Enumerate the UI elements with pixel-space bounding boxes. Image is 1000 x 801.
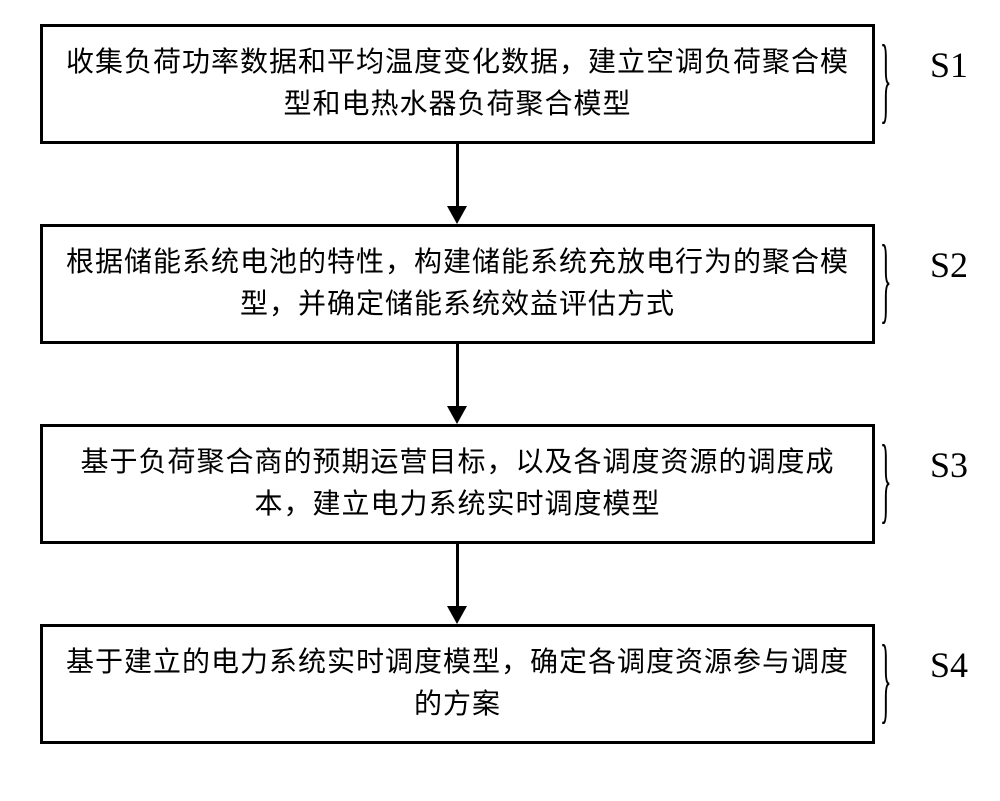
- step-label-s1: S1: [930, 44, 968, 86]
- step-box-s4: 基于建立的电力系统实时调度模型，确定各调度资源参与调度的方案: [40, 624, 875, 744]
- arrow-s3-s4: [456, 544, 459, 606]
- step-text-s1: 收集负荷功率数据和平均温度变化数据，建立空调负荷聚合模型和电热水器负荷聚合模型: [63, 42, 852, 126]
- bracket-s3: }: [880, 426, 892, 535]
- step-text-s2: 根据储能系统电池的特性，构建储能系统充放电行为的聚合模型，并确定储能系统效益评估…: [63, 242, 852, 326]
- bracket-s4: }: [880, 626, 892, 735]
- arrow-head-s2-s3: [447, 406, 467, 424]
- arrow-s2-s3: [456, 344, 459, 406]
- flowchart-container: 收集负荷功率数据和平均温度变化数据，建立空调负荷聚合模型和电热水器负荷聚合模型 …: [0, 0, 1000, 801]
- arrow-s1-s2: [456, 144, 459, 206]
- step-label-s3: S3: [930, 444, 968, 486]
- step-text-s4: 基于建立的电力系统实时调度模型，确定各调度资源参与调度的方案: [63, 642, 852, 726]
- bracket-s1: }: [880, 26, 892, 135]
- step-box-s3: 基于负荷聚合商的预期运营目标，以及各调度资源的调度成本，建立电力系统实时调度模型: [40, 424, 875, 544]
- bracket-s2: }: [880, 226, 892, 335]
- step-box-s1: 收集负荷功率数据和平均温度变化数据，建立空调负荷聚合模型和电热水器负荷聚合模型: [40, 24, 875, 144]
- step-label-s2: S2: [930, 244, 968, 286]
- step-label-s4: S4: [930, 644, 968, 686]
- step-box-s2: 根据储能系统电池的特性，构建储能系统充放电行为的聚合模型，并确定储能系统效益评估…: [40, 224, 875, 344]
- arrow-head-s3-s4: [447, 606, 467, 624]
- arrow-head-s1-s2: [447, 206, 467, 224]
- step-text-s3: 基于负荷聚合商的预期运营目标，以及各调度资源的调度成本，建立电力系统实时调度模型: [63, 442, 852, 526]
